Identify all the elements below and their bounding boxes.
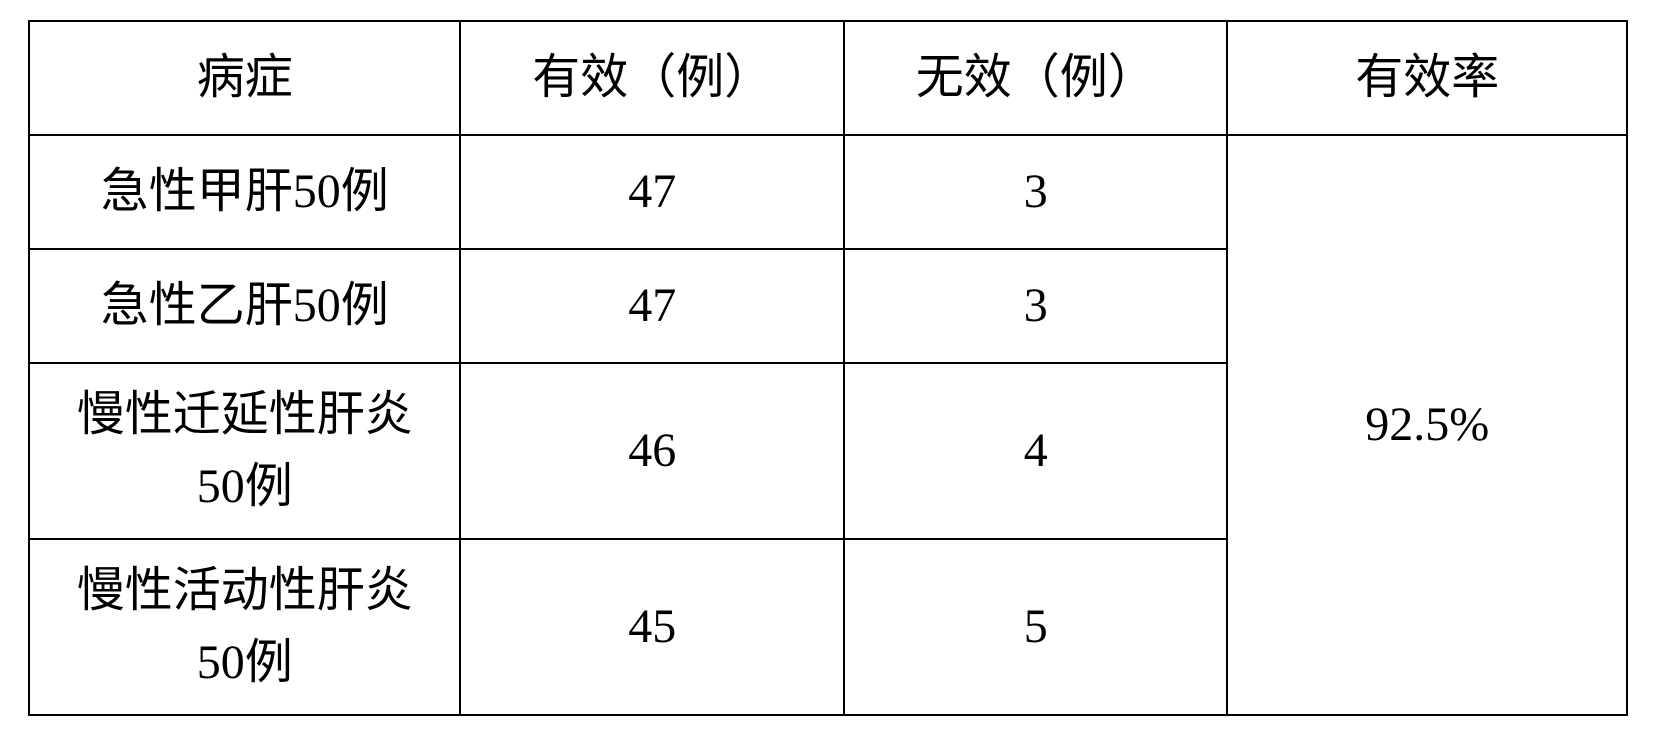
condition-line1: 慢性活动性肝炎 — [77, 564, 413, 617]
header-rate: 有效率 — [1227, 21, 1627, 135]
condition-line2: 50例 — [197, 636, 293, 689]
cell-condition: 慢性活动性肝炎 50例 — [29, 539, 460, 715]
header-ineffective: 无效（例） — [844, 21, 1228, 135]
data-table-container: 病症 有效（例） 无效（例） 有效率 急性甲肝50例 47 3 92.5% 急性… — [28, 20, 1628, 716]
cell-ineffective: 4 — [844, 363, 1228, 539]
cell-rate: 92.5% — [1227, 135, 1627, 715]
condition-line1: 慢性迁延性肝炎 — [77, 388, 413, 441]
cell-ineffective: 3 — [844, 135, 1228, 249]
table-header-row: 病症 有效（例） 无效（例） 有效率 — [29, 21, 1627, 135]
header-condition: 病症 — [29, 21, 460, 135]
efficacy-table: 病症 有效（例） 无效（例） 有效率 急性甲肝50例 47 3 92.5% 急性… — [28, 20, 1628, 716]
cell-ineffective: 3 — [844, 249, 1228, 363]
cell-effective: 47 — [460, 249, 844, 363]
table-row: 急性甲肝50例 47 3 92.5% — [29, 135, 1627, 249]
cell-condition: 慢性迁延性肝炎 50例 — [29, 363, 460, 539]
condition-line2: 50例 — [197, 460, 293, 513]
cell-effective: 47 — [460, 135, 844, 249]
header-effective: 有效（例） — [460, 21, 844, 135]
cell-condition: 急性甲肝50例 — [29, 135, 460, 249]
cell-effective: 45 — [460, 539, 844, 715]
cell-condition: 急性乙肝50例 — [29, 249, 460, 363]
cell-ineffective: 5 — [844, 539, 1228, 715]
cell-effective: 46 — [460, 363, 844, 539]
